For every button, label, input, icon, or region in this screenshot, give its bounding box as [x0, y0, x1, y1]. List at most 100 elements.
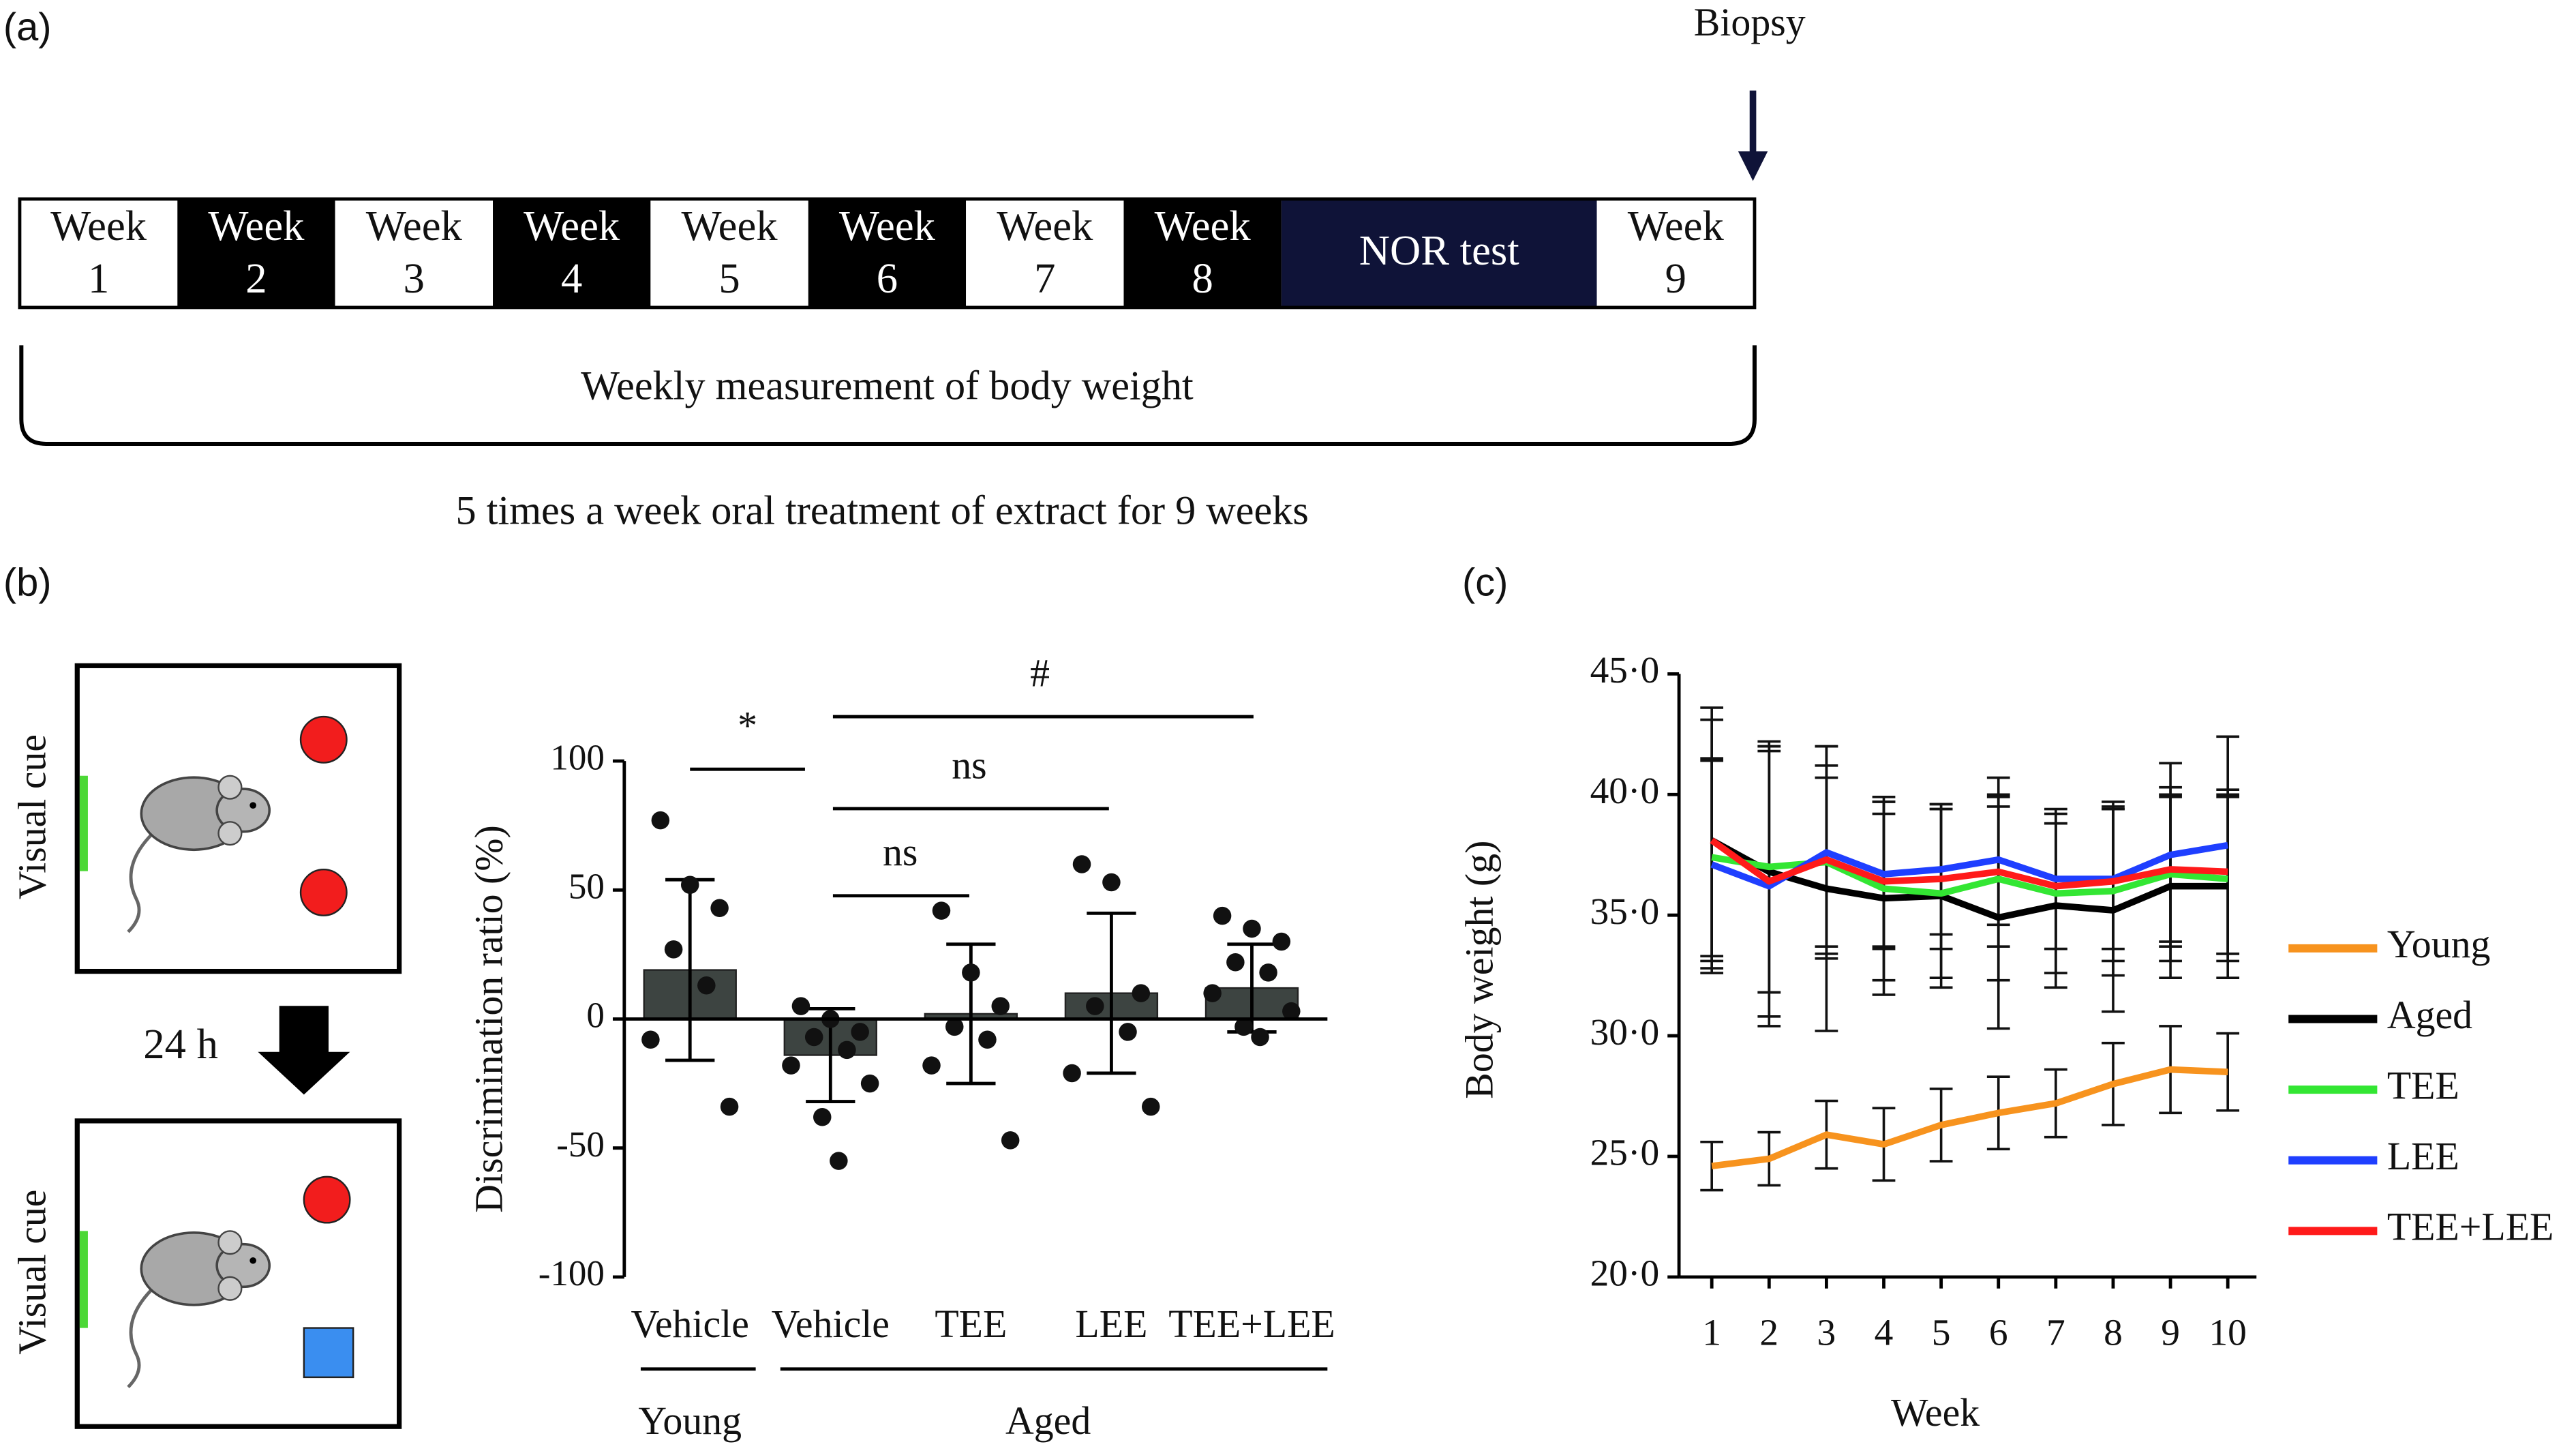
- week-text: 3: [404, 254, 425, 302]
- y-tick-label: 40·0: [1590, 770, 1660, 811]
- week-text: 1: [88, 254, 109, 302]
- data-point: [932, 901, 951, 920]
- week-box: [493, 198, 651, 308]
- data-point: [664, 940, 683, 959]
- sig-label: ns: [883, 830, 918, 874]
- y-tick-label: 50: [569, 867, 605, 906]
- week-text: 4: [561, 254, 582, 302]
- y-tick-label: -50: [556, 1125, 605, 1165]
- mouse-tail: [127, 1287, 154, 1389]
- novel-object: [303, 1327, 354, 1379]
- data-point: [978, 1030, 997, 1049]
- y-axis-title: Body weight (g): [1457, 841, 1502, 1099]
- mouse-ear: [217, 821, 243, 846]
- data-point: [1102, 873, 1121, 892]
- week-text: Week: [208, 202, 305, 250]
- data-point: [641, 1030, 660, 1049]
- data-point: [1272, 932, 1291, 951]
- week-text: 5: [718, 254, 740, 302]
- y-tick-label: -100: [539, 1254, 605, 1293]
- mouse-tail: [127, 832, 154, 933]
- nor-box: [1281, 198, 1597, 308]
- group-label: Aged: [1005, 1398, 1091, 1443]
- data-point: [991, 997, 1010, 1015]
- cue-label: Visual cue: [10, 1190, 54, 1355]
- week-text: Week: [1628, 202, 1725, 250]
- series-line: [1711, 1066, 2228, 1169]
- week-text: Week: [366, 202, 463, 250]
- x-tick-label: 7: [2046, 1311, 2065, 1353]
- mouse-eye: [249, 802, 256, 809]
- sig-label: *: [738, 704, 757, 748]
- mouse-ear: [217, 775, 243, 800]
- data-point: [1119, 1023, 1137, 1041]
- data-point: [860, 1074, 879, 1093]
- week-box: [650, 198, 808, 308]
- data-point: [1282, 1002, 1301, 1021]
- biopsy-label: Biopsy: [1694, 0, 1806, 44]
- mouse-ear: [217, 1230, 243, 1255]
- week-text: Week: [50, 202, 147, 250]
- data-point: [1259, 963, 1277, 982]
- data-point: [830, 1152, 848, 1170]
- data-point: [945, 1017, 964, 1036]
- panel-label: (a): [3, 5, 52, 49]
- data-point: [1086, 997, 1104, 1015]
- cue-label: Visual cue: [10, 734, 54, 899]
- interval-arrow: [258, 1006, 350, 1095]
- object: [299, 868, 348, 916]
- data-point: [922, 1056, 941, 1075]
- data-point: [1063, 1064, 1081, 1083]
- week-box: [1596, 198, 1755, 308]
- y-tick-label: 100: [550, 738, 605, 777]
- bracket: [19, 345, 1757, 446]
- data-point: [1213, 906, 1232, 925]
- week-box: [177, 198, 335, 308]
- object: [303, 1175, 351, 1224]
- week-text: Week: [997, 202, 1093, 250]
- data-point: [1251, 1028, 1269, 1047]
- data-point: [720, 1097, 739, 1116]
- panel-label: (c): [1462, 561, 1508, 605]
- week-box: [966, 198, 1124, 308]
- week-box: [808, 198, 967, 308]
- legend-label: TEE+LEE: [2387, 1205, 2554, 1249]
- y-tick-label: 0: [586, 996, 605, 1036]
- x-tick-label: LEE: [1075, 1302, 1147, 1346]
- data-point: [782, 1056, 800, 1075]
- y-tick-label: 25·0: [1590, 1132, 1660, 1173]
- sig-label: #: [1030, 650, 1050, 695]
- week-box: [335, 198, 494, 308]
- data-point: [1234, 1017, 1253, 1036]
- x-tick-label: 2: [1759, 1311, 1778, 1353]
- series-line: [1711, 854, 2228, 897]
- bracket-label: Weekly measurement of body weight: [581, 363, 1194, 408]
- y-tick-label: 45·0: [1590, 649, 1660, 691]
- data-point: [680, 875, 699, 894]
- x-tick-label: 4: [1875, 1311, 1894, 1353]
- y-axis-title: Discrimination ratio (%): [466, 825, 511, 1212]
- legend-label: LEE: [2387, 1134, 2459, 1178]
- y-tick-label: 35·0: [1590, 890, 1660, 932]
- week-box: [1123, 198, 1282, 308]
- week-text: Week: [682, 202, 778, 250]
- panel-label: (b): [3, 561, 52, 605]
- data-point: [1001, 1131, 1020, 1150]
- data-point: [813, 1108, 832, 1126]
- x-tick-label: TEE+LEE: [1168, 1302, 1335, 1346]
- timeline-frame: [18, 197, 1757, 310]
- group-label: Young: [638, 1398, 742, 1443]
- x-axis-title: Week: [1891, 1390, 1980, 1435]
- legend-label: Young: [2387, 922, 2491, 966]
- data-point: [710, 899, 729, 918]
- x-tick-label: 1: [1702, 1311, 1721, 1353]
- data-point: [804, 1028, 823, 1047]
- legend-label: TEE: [2387, 1063, 2459, 1107]
- mouse-ear: [217, 1276, 243, 1301]
- object: [299, 715, 348, 764]
- x-tick-label: Vehicle: [631, 1302, 749, 1346]
- data-point: [962, 963, 980, 982]
- y-tick-label: 30·0: [1590, 1011, 1660, 1053]
- data-point: [1226, 953, 1245, 972]
- x-tick-label: 10: [2209, 1311, 2246, 1353]
